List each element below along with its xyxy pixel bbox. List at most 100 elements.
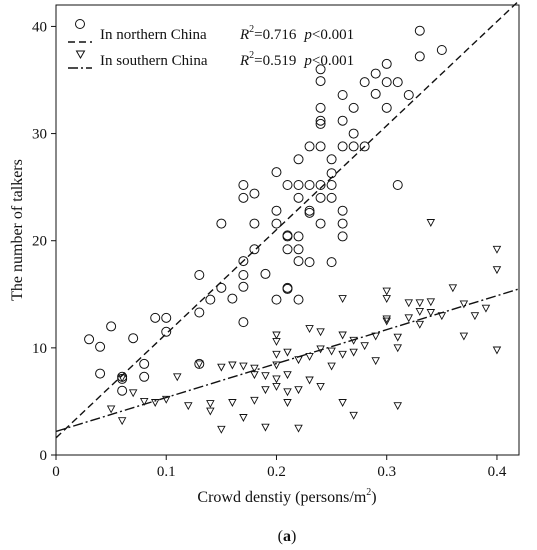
legend-r-label-north: R — [239, 27, 249, 43]
south-point — [338, 295, 347, 304]
south-point — [349, 411, 358, 420]
north-point — [227, 293, 238, 304]
south-point — [404, 314, 414, 323]
south-point — [349, 348, 358, 357]
south-point — [316, 345, 325, 354]
south-point — [415, 320, 425, 329]
south-point — [415, 307, 425, 316]
north-point — [150, 312, 161, 323]
north-point — [315, 64, 326, 75]
north-point — [315, 141, 326, 152]
north-point — [436, 45, 447, 55]
north-point — [403, 90, 414, 100]
south-point — [481, 304, 491, 313]
legend: In northern China R2=0.716 p<0.001 In sou… — [68, 19, 354, 69]
north-point — [337, 205, 348, 216]
south-point — [150, 399, 160, 407]
figure-caption: (a) — [278, 528, 297, 545]
south-point — [250, 364, 259, 373]
north-point — [370, 88, 381, 99]
south-point — [492, 346, 502, 355]
north-point — [139, 371, 150, 382]
south-point — [393, 402, 402, 411]
north-point — [304, 180, 315, 190]
south-point — [426, 219, 436, 227]
legend-stat-north: R2=0.716 p<0.001 — [239, 24, 354, 43]
south-point — [294, 356, 303, 365]
fit-line-south — [55, 288, 520, 433]
north-point — [392, 77, 403, 88]
x-axis-title-text: Crowd denstiy (persons/m — [197, 489, 366, 506]
south-point — [250, 396, 259, 405]
south-point — [261, 423, 270, 432]
legend-r-value-south: =0.519 — [254, 53, 296, 69]
south-point — [283, 371, 292, 380]
legend-p-label-south: p — [303, 53, 312, 69]
y-axis-title: The number of talkers — [9, 159, 26, 301]
y-tick-label: 30 — [32, 127, 47, 143]
north-point — [238, 281, 249, 292]
south-point — [305, 325, 314, 334]
north-point — [326, 168, 337, 179]
north-point — [293, 256, 304, 267]
legend-entry-south: In southern China R2=0.519 p<0.001 — [68, 50, 354, 69]
north-point — [95, 368, 106, 379]
north-point — [194, 358, 205, 369]
north-point — [414, 25, 425, 36]
north-point — [282, 283, 293, 294]
north-point — [293, 192, 304, 203]
x-axis-title-sup: 2 — [366, 487, 371, 498]
north-point — [238, 256, 249, 267]
south-point — [338, 331, 347, 340]
north-point — [304, 257, 315, 268]
south-point — [272, 375, 281, 384]
x-tick-label: 0.1 — [157, 464, 176, 480]
north-point — [161, 312, 172, 323]
legend-marker-south — [75, 50, 86, 60]
legend-p-value-south: <0.001 — [312, 53, 354, 69]
legend-r-label-south: R — [239, 53, 249, 69]
y-tick-label: 10 — [32, 341, 47, 357]
north-point — [293, 231, 304, 242]
north-point — [293, 244, 304, 255]
south-point — [228, 361, 237, 370]
north-point — [117, 371, 128, 382]
north-point — [381, 58, 392, 69]
legend-entry-north: In northern China R2=0.716 p<0.001 — [68, 19, 354, 43]
south-point — [316, 328, 325, 337]
south-point — [128, 389, 138, 398]
legend-p-label-north: p — [303, 27, 312, 43]
legend-label-north: In northern China — [100, 27, 207, 43]
north-point — [414, 51, 425, 62]
figure-caption-letter: a — [283, 528, 291, 545]
south-point — [239, 414, 248, 422]
north-point — [260, 268, 271, 279]
north-point — [282, 244, 293, 255]
data-points — [84, 25, 502, 434]
north-point — [249, 218, 260, 229]
legend-p-value-north: <0.001 — [312, 27, 354, 43]
north-point — [315, 118, 326, 129]
plot-frame — [55, 4, 520, 456]
north-point — [194, 270, 205, 280]
fit-line-north — [55, 0, 520, 439]
north-point — [359, 141, 370, 152]
north-point — [293, 294, 304, 305]
south-point — [459, 300, 469, 309]
figure-caption-close: ) — [291, 528, 296, 545]
north-point — [359, 77, 370, 88]
south-point — [272, 361, 281, 370]
south-point — [382, 287, 391, 296]
south-point — [228, 399, 237, 407]
south-point — [217, 425, 226, 434]
north-point — [205, 294, 216, 305]
south-point — [393, 344, 402, 353]
legend-label-south: In southern China — [100, 53, 208, 69]
north-point — [249, 244, 260, 255]
south-point — [338, 350, 347, 359]
north-point — [348, 128, 359, 139]
north-point — [315, 192, 326, 203]
north-point — [337, 231, 348, 242]
south-point — [173, 373, 182, 382]
south-point — [139, 397, 149, 406]
